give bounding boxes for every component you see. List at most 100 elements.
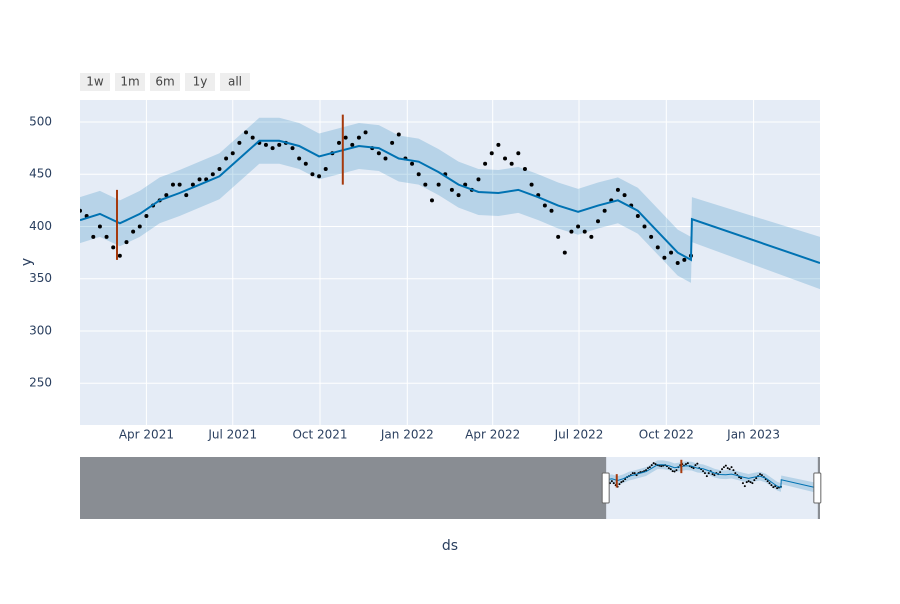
observed-point xyxy=(137,224,142,229)
observed-point xyxy=(615,187,620,192)
slider-point xyxy=(760,474,763,477)
slider-point xyxy=(660,465,663,468)
slider-point xyxy=(751,482,754,485)
range-button[interactable]: 6m xyxy=(150,73,180,91)
observed-point xyxy=(662,255,667,260)
slider-point xyxy=(686,462,689,465)
forecast-line xyxy=(80,139,820,264)
observed-point xyxy=(576,224,581,229)
slider-point xyxy=(721,468,724,471)
observed-point xyxy=(97,224,102,229)
observed-point xyxy=(317,174,322,179)
observed-point xyxy=(410,161,415,166)
y-tick-label: 450 xyxy=(29,167,52,181)
observed-point xyxy=(556,234,561,239)
button-label[interactable]: 1w xyxy=(86,75,104,89)
slider-point xyxy=(707,472,710,475)
x-tick-label: Jul 2021 xyxy=(207,428,257,442)
observed-point xyxy=(549,208,554,213)
button-label[interactable]: 1y xyxy=(193,75,208,89)
slider-point xyxy=(648,466,651,469)
range-slider[interactable] xyxy=(80,457,822,519)
range-button[interactable]: 1m xyxy=(115,73,145,91)
button-bg[interactable] xyxy=(80,73,110,91)
slider-point xyxy=(669,468,672,471)
y-axis-title: y xyxy=(19,258,35,266)
slider-point xyxy=(728,468,731,471)
slider-point xyxy=(768,482,771,485)
button-bg[interactable] xyxy=(115,73,145,91)
observed-point xyxy=(297,156,302,161)
observed-point xyxy=(337,140,341,145)
slider-point xyxy=(696,462,699,465)
observed-point xyxy=(463,182,468,187)
observed-point xyxy=(350,142,355,147)
observed-point xyxy=(197,177,202,182)
x-tick-label: Jan 2022 xyxy=(380,428,434,442)
button-label[interactable]: all xyxy=(228,75,242,89)
slider-point xyxy=(631,472,634,475)
slider-bg[interactable] xyxy=(80,457,820,519)
observed-point xyxy=(383,156,388,161)
slider-point xyxy=(645,469,648,472)
range-button[interactable]: all xyxy=(220,73,250,91)
observed-point xyxy=(669,250,674,255)
slider-mask[interactable] xyxy=(80,457,607,519)
slider-point xyxy=(730,466,733,469)
slider-point xyxy=(667,467,670,470)
observed-point xyxy=(496,142,501,147)
observed-point xyxy=(449,187,454,192)
observed-point xyxy=(210,172,215,177)
observed-point xyxy=(682,257,687,262)
observed-point xyxy=(529,182,534,187)
observed-point xyxy=(250,135,255,140)
observed-point xyxy=(436,182,441,187)
slider-handle[interactable] xyxy=(813,472,822,504)
observed-point xyxy=(323,166,328,171)
slider-point xyxy=(734,472,737,475)
button-bg[interactable] xyxy=(220,73,250,91)
slider-point xyxy=(753,479,756,482)
slider-point xyxy=(684,463,687,466)
observed-point xyxy=(423,182,428,187)
uncertainty-band xyxy=(80,117,820,290)
range-button[interactable]: 1w xyxy=(80,73,110,91)
slider-point xyxy=(671,470,674,473)
slider-handle[interactable] xyxy=(601,472,610,504)
slider-point xyxy=(705,475,708,478)
slider-point xyxy=(646,467,649,470)
slider-band xyxy=(606,460,818,494)
button-label[interactable]: 6m xyxy=(155,75,174,89)
plot-layer xyxy=(80,114,820,290)
slider-point xyxy=(711,473,714,476)
range-button[interactable]: 1y xyxy=(185,73,215,91)
slider-point xyxy=(622,480,625,483)
slider-point xyxy=(766,480,769,483)
slider-point xyxy=(702,470,705,473)
y-tick-label: 350 xyxy=(29,271,52,285)
observed-point xyxy=(476,177,481,182)
x-tick-label: Jan 2023 xyxy=(726,428,780,442)
slider-point xyxy=(755,477,758,480)
observed-point xyxy=(596,219,600,224)
button-bg[interactable] xyxy=(150,73,180,91)
observed-point xyxy=(622,193,627,198)
observed-point xyxy=(635,213,640,218)
button-label[interactable]: 1m xyxy=(120,75,139,89)
slider-point xyxy=(692,467,695,470)
slider-point xyxy=(620,481,623,484)
y-tick-label: 500 xyxy=(29,114,52,128)
observed-point xyxy=(456,193,461,198)
slider-point xyxy=(694,464,697,467)
button-bg[interactable] xyxy=(185,73,215,91)
y-tick-label: 250 xyxy=(29,376,52,390)
slider-point xyxy=(759,473,762,476)
slider-point xyxy=(675,469,678,472)
observed-point xyxy=(376,151,381,156)
observed-point xyxy=(582,229,587,234)
slider-point xyxy=(650,464,653,467)
observed-point xyxy=(363,130,368,135)
slider-point xyxy=(724,464,727,467)
